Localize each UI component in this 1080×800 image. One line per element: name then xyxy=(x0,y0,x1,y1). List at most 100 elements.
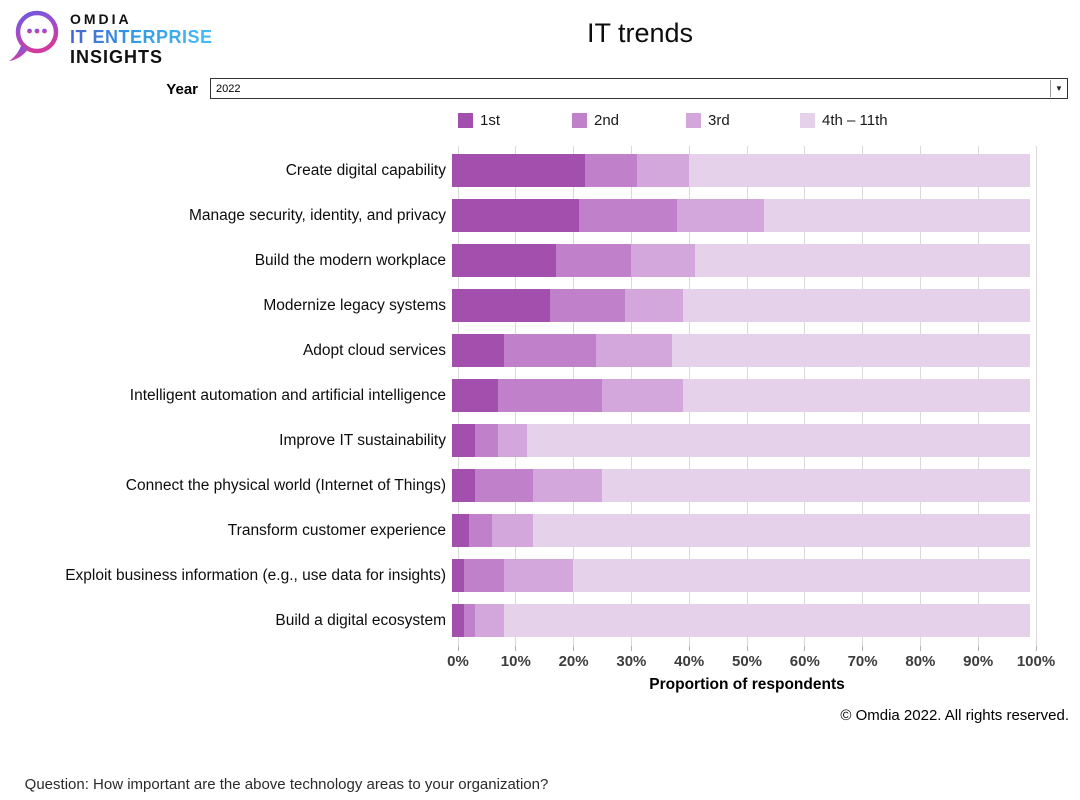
axis-tick xyxy=(1035,646,1037,651)
bar-segment-4th-11th[interactable] xyxy=(573,559,1030,592)
bar-segment-2nd[interactable] xyxy=(556,244,632,277)
legend-item[interactable]: 2nd xyxy=(572,112,619,129)
x-axis: 0% 10% 20% 30% 40% 50% 60% 70% 80% 90% 100% xyxy=(447,646,1055,686)
chart-row: Connect the physical world (Internet of … xyxy=(0,463,1036,508)
bar-segment-1st[interactable] xyxy=(452,559,464,592)
axis-tick xyxy=(515,646,517,651)
bar-segment-4th-11th[interactable] xyxy=(532,514,1030,547)
category-label: Exploit business information (e.g., use … xyxy=(65,567,446,584)
bar-segment-3rd[interactable] xyxy=(625,289,684,322)
year-dropdown[interactable]: 2022 ▼ xyxy=(210,78,1068,99)
bar-segment-1st[interactable] xyxy=(452,379,499,412)
category-label: Build a digital ecosystem xyxy=(275,612,446,629)
stacked-bar xyxy=(452,334,1030,367)
bar-segment-3rd[interactable] xyxy=(636,154,689,187)
chart-row: Manage security, identity, and privacy xyxy=(0,193,1036,238)
bar-segment-3rd[interactable] xyxy=(602,379,684,412)
bar-segment-2nd[interactable] xyxy=(579,199,678,232)
bar-segment-4th-11th[interactable] xyxy=(683,289,1030,322)
bar-segment-2nd[interactable] xyxy=(498,379,603,412)
category-label: Manage security, identity, and privacy xyxy=(188,207,446,224)
bar-segment-3rd[interactable] xyxy=(504,559,574,592)
logo-brand-text: OMDIA xyxy=(70,11,132,27)
bar-segment-2nd[interactable] xyxy=(475,424,499,457)
axis-tick xyxy=(977,646,979,651)
year-label: Year xyxy=(166,81,198,98)
category-label: Create digital capability xyxy=(285,162,446,179)
bar-segment-2nd[interactable] xyxy=(469,514,493,547)
axis-tick-label: 50% xyxy=(731,653,763,670)
chart-row: Modernize legacy systems xyxy=(0,283,1036,328)
category-label: Connect the physical world (Internet of … xyxy=(125,477,446,494)
chart-row: Create digital capability xyxy=(0,148,1036,193)
bar-segment-3rd[interactable] xyxy=(631,244,695,277)
axis-tick-label: 30% xyxy=(616,653,647,670)
gridline xyxy=(1035,146,1037,646)
category-label: Modernize legacy systems xyxy=(263,297,446,314)
bar-segment-3rd[interactable] xyxy=(492,514,533,547)
bar-segment-3rd[interactable] xyxy=(498,424,528,457)
bar-segment-3rd[interactable] xyxy=(677,199,765,232)
category-label: Intelligent automation and artificial in… xyxy=(129,387,446,404)
legend-swatch-icon xyxy=(800,113,815,128)
axis-tick-label: 80% xyxy=(905,653,936,670)
axis-tick xyxy=(457,646,459,651)
legend-label: 4th – 11th xyxy=(822,112,888,129)
legend-label: 1st xyxy=(480,112,501,129)
bar-segment-2nd[interactable] xyxy=(463,604,476,637)
legend-swatch-icon xyxy=(458,113,473,128)
axis-tick xyxy=(804,646,806,651)
bar-segment-4th-11th[interactable] xyxy=(694,244,1030,277)
stacked-bar xyxy=(452,424,1030,457)
bar-segment-4th-11th[interactable] xyxy=(503,604,1030,637)
chart-row: Build the modern workplace xyxy=(0,238,1036,283)
bar-segment-1st[interactable] xyxy=(452,199,580,232)
bar-segment-3rd[interactable] xyxy=(532,469,603,502)
bar-segment-2nd[interactable] xyxy=(504,334,597,367)
bar-segment-4th-11th[interactable] xyxy=(688,154,1030,187)
bar-segment-4th-11th[interactable] xyxy=(671,334,1030,367)
bar-segment-2nd[interactable] xyxy=(475,469,533,502)
bar-segment-1st[interactable] xyxy=(452,244,557,277)
x-axis-title: Proportion of respondents xyxy=(649,676,845,693)
axis-tick-label: 90% xyxy=(963,653,994,670)
stacked-bar xyxy=(452,199,1030,232)
legend-item[interactable]: 4th – 11th xyxy=(800,112,888,129)
bar-segment-1st[interactable] xyxy=(452,334,505,367)
chart-row: Exploit business information (e.g., use … xyxy=(0,553,1036,598)
bar-segment-1st[interactable] xyxy=(452,424,476,457)
axis-tick xyxy=(573,646,575,651)
bar-segment-3rd[interactable] xyxy=(596,334,672,367)
category-label: Adopt cloud services xyxy=(302,342,446,359)
bar-segment-2nd[interactable] xyxy=(550,289,626,322)
axis-tick xyxy=(919,646,921,651)
bar-segment-2nd[interactable] xyxy=(584,154,637,187)
page-title: IT trends xyxy=(586,18,694,48)
stacked-bar xyxy=(452,244,1030,277)
chevron-down-icon[interactable]: ▼ xyxy=(1050,80,1067,97)
bar-segment-3rd[interactable] xyxy=(475,604,504,637)
bar-segment-2nd[interactable] xyxy=(463,559,504,592)
omdia-logo: OMDIA IT ENTERPRISE INSIGHTS xyxy=(8,8,213,66)
bar-segment-1st[interactable] xyxy=(452,469,476,502)
chart-row: Improve IT sustainability xyxy=(0,418,1036,463)
chart-row: Build a digital ecosystem xyxy=(0,598,1036,643)
bar-segment-4th-11th[interactable] xyxy=(683,379,1030,412)
chart-row: Transform customer experience xyxy=(0,508,1036,553)
question-line: Question: How important are the above te… xyxy=(24,776,549,793)
axis-tick-label: 70% xyxy=(847,653,878,670)
legend-swatch-icon xyxy=(686,113,701,128)
bar-segment-1st[interactable] xyxy=(452,604,464,637)
legend-label: 2nd xyxy=(594,112,620,129)
bar-segment-4th-11th[interactable] xyxy=(764,199,1030,232)
bar-segment-1st[interactable] xyxy=(452,514,470,547)
legend-item[interactable]: 1st xyxy=(458,112,500,129)
bar-segment-1st[interactable] xyxy=(452,289,551,322)
stacked-bar xyxy=(452,154,1030,187)
bar-segment-4th-11th[interactable] xyxy=(527,424,1030,457)
bar-segment-4th-11th[interactable] xyxy=(602,469,1030,502)
legend: 1st 2nd 3rd 4th – 11th xyxy=(0,112,1080,130)
bar-segment-1st[interactable] xyxy=(452,154,585,187)
legend-item[interactable]: 3rd xyxy=(686,112,730,129)
